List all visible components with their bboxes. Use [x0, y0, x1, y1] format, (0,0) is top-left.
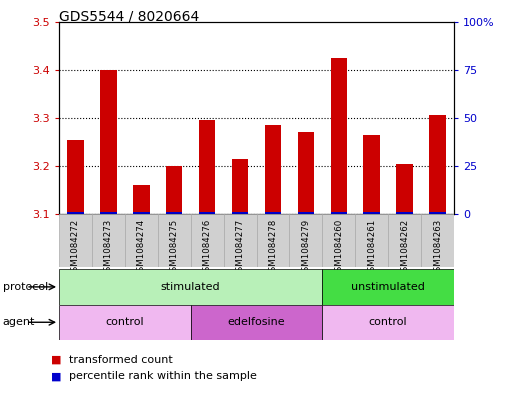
Bar — [100, 70, 116, 214]
Bar — [265, 125, 281, 214]
Bar — [364, 135, 380, 214]
Text: edelfosine: edelfosine — [228, 317, 285, 327]
Bar — [92, 214, 125, 267]
Text: GSM1084278: GSM1084278 — [268, 219, 278, 277]
Text: GSM1084262: GSM1084262 — [400, 219, 409, 277]
Bar — [59, 214, 92, 267]
Text: GSM1084263: GSM1084263 — [433, 219, 442, 277]
Bar — [232, 159, 248, 214]
Bar — [265, 212, 281, 214]
Bar — [388, 214, 421, 267]
Text: unstimulated: unstimulated — [351, 282, 425, 292]
Bar — [298, 212, 314, 214]
Text: control: control — [369, 317, 407, 327]
Bar — [166, 166, 183, 214]
Bar — [322, 214, 355, 267]
Bar — [289, 214, 322, 267]
Bar — [298, 132, 314, 214]
Bar — [330, 212, 347, 214]
Text: ■: ■ — [51, 354, 62, 365]
Bar — [67, 140, 84, 214]
Bar — [397, 212, 413, 214]
Bar — [256, 214, 289, 267]
Text: GSM1084275: GSM1084275 — [170, 219, 179, 277]
Bar — [364, 212, 380, 214]
Text: transformed count: transformed count — [69, 354, 173, 365]
Text: ■: ■ — [51, 371, 62, 382]
Bar — [429, 212, 446, 214]
Bar — [191, 214, 224, 267]
Bar — [125, 214, 158, 267]
Bar — [166, 212, 183, 214]
Bar — [158, 214, 191, 267]
Bar — [59, 305, 191, 340]
Bar — [59, 269, 322, 305]
Text: GSM1084260: GSM1084260 — [334, 219, 343, 277]
Text: GSM1084272: GSM1084272 — [71, 219, 80, 277]
Bar — [133, 212, 149, 214]
Text: GSM1084279: GSM1084279 — [301, 219, 310, 277]
Bar — [199, 212, 215, 214]
Text: GDS5544 / 8020664: GDS5544 / 8020664 — [59, 10, 199, 24]
Bar — [191, 305, 322, 340]
Bar — [133, 185, 149, 214]
Text: GSM1084273: GSM1084273 — [104, 219, 113, 277]
Bar — [322, 305, 454, 340]
Text: stimulated: stimulated — [161, 282, 221, 292]
Bar — [330, 58, 347, 214]
Bar — [232, 212, 248, 214]
Bar — [322, 269, 454, 305]
Bar — [397, 163, 413, 214]
Text: agent: agent — [3, 317, 35, 327]
Text: GSM1084274: GSM1084274 — [137, 219, 146, 277]
Bar — [224, 214, 256, 267]
Bar — [199, 120, 215, 214]
Text: protocol: protocol — [3, 282, 48, 292]
Text: percentile rank within the sample: percentile rank within the sample — [69, 371, 257, 382]
Bar — [100, 212, 116, 214]
Text: GSM1084276: GSM1084276 — [203, 219, 212, 277]
Bar — [421, 214, 454, 267]
Bar — [67, 212, 84, 214]
Text: GSM1084261: GSM1084261 — [367, 219, 376, 277]
Text: control: control — [106, 317, 144, 327]
Bar — [355, 214, 388, 267]
Bar — [429, 116, 446, 214]
Text: GSM1084277: GSM1084277 — [235, 219, 245, 277]
